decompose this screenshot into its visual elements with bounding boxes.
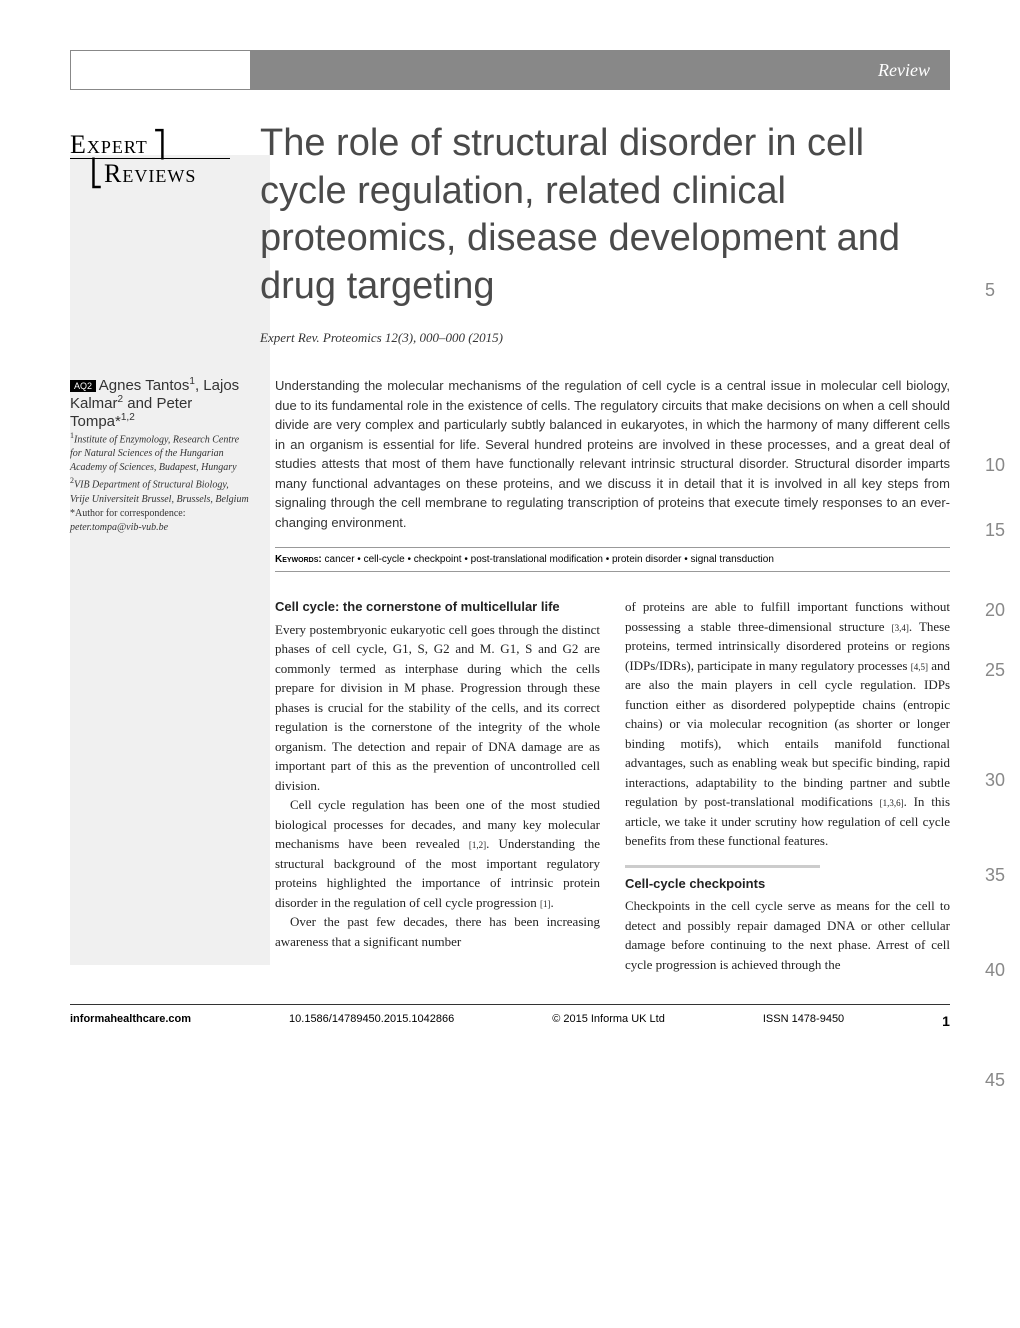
header-section: Expert⎤ ⎣Reviews The role of structural … <box>70 120 950 346</box>
top-bar: Review <box>70 50 950 90</box>
line-number: 40 <box>985 960 1005 981</box>
content-section: AQ2 Agnes Tantos1, Lajos Kalmar2 and Pet… <box>70 376 950 974</box>
line-number: 25 <box>985 660 1005 681</box>
affiliations: 1Institute of Enzymology, Research Centr… <box>70 430 250 535</box>
line-number: 30 <box>985 770 1005 791</box>
line-number: 15 <box>985 520 1005 541</box>
line-number: 45 <box>985 1070 1005 1091</box>
logo-line2: ⎣Reviews <box>70 158 230 189</box>
aq-tag: AQ2 <box>70 380 96 392</box>
section-heading-checkpoints: Cell-cycle checkpoints <box>625 874 950 894</box>
body-paragraph: of proteins are able to fulfill importan… <box>625 597 950 851</box>
page-number: 1 <box>942 1013 950 1029</box>
body-paragraph: Over the past few decades, there has bee… <box>275 912 600 951</box>
footer-copyright: © 2015 Informa UK Ltd <box>552 1013 665 1029</box>
body-paragraph: Checkpoints in the cell cycle serve as m… <box>625 896 950 974</box>
logo-line1: Expert⎤ <box>70 130 230 160</box>
footer-site: informahealthcare.com <box>70 1013 191 1029</box>
keywords-text: cancer • cell-cycle • checkpoint • post-… <box>325 554 774 565</box>
author-sidebar: AQ2 Agnes Tantos1, Lajos Kalmar2 and Pet… <box>70 376 250 974</box>
section-divider <box>625 865 820 868</box>
keywords-label: Keywords: <box>275 554 322 565</box>
line-number: 10 <box>985 455 1005 476</box>
footer-issn: ISSN 1478-9450 <box>763 1013 844 1029</box>
page-footer: informahealthcare.com 10.1586/14789450.2… <box>70 1004 950 1029</box>
journal-logo: Expert⎤ ⎣Reviews <box>70 120 230 346</box>
logo-text: Expert⎤ ⎣Reviews <box>70 130 230 189</box>
body-columns: Cell cycle: the cornerstone of multicell… <box>275 597 950 974</box>
main-content: Understanding the molecular mechanisms o… <box>275 376 950 974</box>
section-heading-cell-cycle: Cell cycle: the cornerstone of multicell… <box>275 597 600 617</box>
authors-list: Agnes Tantos1, Lajos Kalmar2 and Peter T… <box>70 377 239 430</box>
top-bar-empty <box>70 50 250 90</box>
article-title: The role of structural disorder in cell … <box>260 120 950 310</box>
line-number: 5 <box>985 280 995 301</box>
body-paragraph: Every postembryonic eukaryotic cell goes… <box>275 620 600 796</box>
citation: Expert Rev. Proteomics 12(3), 000–000 (2… <box>260 330 950 346</box>
body-column-right: of proteins are able to fulfill importan… <box>625 597 950 974</box>
keywords-box: Keywords: cancer • cell-cycle • checkpoi… <box>275 547 950 572</box>
footer-doi: 10.1586/14789450.2015.1042866 <box>289 1013 454 1029</box>
title-box: The role of structural disorder in cell … <box>260 120 950 346</box>
abstract: Understanding the molecular mechanisms o… <box>275 376 950 532</box>
review-label: Review <box>250 50 950 90</box>
body-paragraph: Cell cycle regulation has been one of th… <box>275 795 600 912</box>
line-number: 20 <box>985 600 1005 621</box>
page-container: Review Expert⎤ ⎣Reviews The role of stru… <box>0 0 1020 1059</box>
line-number: 35 <box>985 865 1005 886</box>
body-column-left: Cell cycle: the cornerstone of multicell… <box>275 597 600 974</box>
